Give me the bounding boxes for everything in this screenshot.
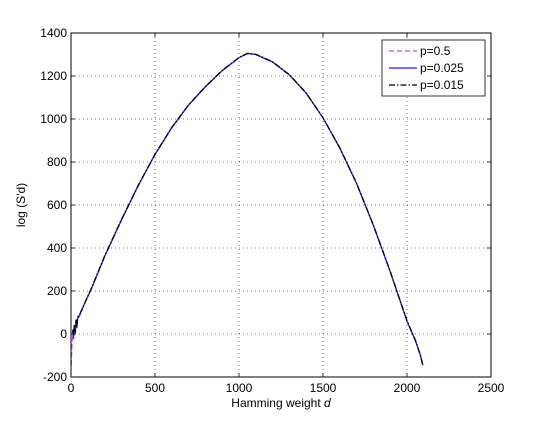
x-tick-label: 2500 [478, 381, 505, 395]
y-tick-label: 400 [47, 241, 67, 255]
x-tick-label: 0 [68, 381, 75, 395]
y-tick-label: 200 [47, 284, 67, 298]
y-tick-label: 1000 [40, 112, 67, 126]
y-tick-label: 800 [47, 155, 67, 169]
legend-label-p0025: p=0.025 [420, 61, 464, 75]
series-lines [71, 52, 424, 366]
x-tick-label: 500 [145, 381, 165, 395]
x-tick-labels: 0 500 1000 1500 2000 2500 [68, 381, 505, 395]
y-tick-label: 600 [47, 198, 67, 212]
x-tick-label: 1500 [310, 381, 337, 395]
x-axis-label: Hamming weight d [231, 396, 331, 410]
y-axis-label: log (S'd) [14, 183, 28, 227]
y-tick-labels: -200 0 200 400 600 800 1000 1200 1400 [40, 26, 67, 384]
axis-ticks [70, 32, 492, 378]
y-tick-label: -200 [43, 370, 67, 384]
legend-label-p05: p=0.5 [420, 44, 451, 58]
x-axis-label-prefix: Hamming weight [231, 396, 324, 410]
y-tick-label: 0 [60, 327, 67, 341]
y-tick-label: 1200 [40, 69, 67, 83]
y-tick-label: 1400 [40, 26, 67, 40]
legend: p=0.5 p=0.025 p=0.015 [381, 39, 486, 97]
grid-lines [71, 33, 491, 377]
x-tick-label: 2000 [394, 381, 421, 395]
legend-label-p0015: p=0.015 [420, 78, 464, 92]
series-line-2 [72, 52, 424, 366]
x-axis-label-variable: d [324, 396, 331, 410]
x-tick-label: 1000 [226, 381, 253, 395]
